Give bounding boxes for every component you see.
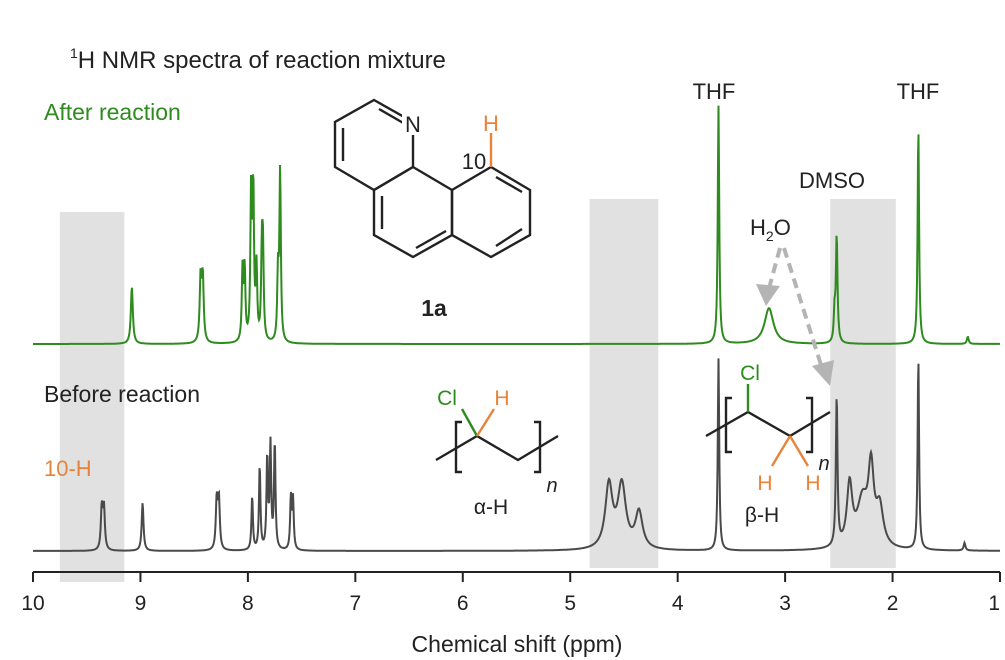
ring-middle — [372, 165, 454, 259]
ring-pyridine — [333, 98, 415, 192]
alpha-n-label: n — [546, 475, 557, 497]
compound-label: 1a — [421, 295, 447, 321]
beta-h-atom-2: H — [805, 472, 820, 495]
highlight-regions — [59, 199, 896, 582]
beta-cl-label: Cl — [740, 362, 760, 385]
x-axis-label: Chemical shift (ppm) — [412, 631, 623, 657]
series-label-before: Before reaction — [44, 381, 200, 407]
spectra — [33, 105, 1000, 552]
arrow-to-after-water — [766, 247, 782, 293]
position-10-label: 10 — [462, 149, 486, 174]
chart-title: 1H NMR spectra of reaction mixture — [70, 45, 446, 74]
x-tick-label: 5 — [564, 592, 576, 615]
highlight-region — [59, 212, 125, 582]
series-before-reaction — [33, 358, 1000, 552]
solvent-label-thf-1: THF — [693, 79, 736, 104]
solvent-label-water: H2O — [750, 215, 791, 244]
arrowhead-before — [812, 360, 834, 386]
series-label-after: After reaction — [44, 99, 181, 125]
beta-h-atom-1: H — [757, 472, 772, 495]
alpha-caption: α-H — [474, 496, 508, 519]
x-tick-label: 6 — [457, 592, 469, 615]
x-tick-label: 4 — [672, 592, 684, 615]
alpha-cl-label: Cl — [437, 387, 457, 410]
peak-label-10h: 10-H — [44, 456, 92, 481]
beta-n-label: n — [818, 453, 829, 475]
highlight-region — [589, 199, 659, 568]
x-tick-label: 3 — [779, 592, 791, 615]
arrow-to-before-water — [782, 247, 824, 369]
arrowhead-after — [756, 284, 780, 306]
x-tick-label: 9 — [135, 592, 147, 615]
x-tick-label: 2 — [887, 592, 899, 615]
x-axis: 10 9 8 7 6 5 4 3 2 1 — [21, 571, 1001, 615]
atom-n: N — [405, 112, 421, 137]
highlight-region — [830, 199, 896, 568]
x-tick-label: 1 — [988, 592, 1000, 615]
solvent-label-thf-2: THF — [897, 79, 940, 104]
x-tick-label: 10 — [21, 592, 44, 615]
x-tick-label: 8 — [242, 592, 254, 615]
atom-h10: H — [483, 111, 499, 136]
solvent-label-dmso: DMSO — [799, 168, 865, 193]
water-arrows — [756, 247, 834, 386]
x-tick-label: 7 — [349, 592, 361, 615]
ring-benzo — [450, 165, 532, 259]
polymer-alpha-structure — [435, 408, 559, 474]
series-after-reaction — [33, 105, 1000, 345]
alpha-h-atom: H — [494, 387, 509, 410]
compound-1a-structure — [333, 98, 532, 259]
polymer-beta-structure — [705, 384, 831, 467]
beta-caption: β-H — [745, 504, 779, 527]
